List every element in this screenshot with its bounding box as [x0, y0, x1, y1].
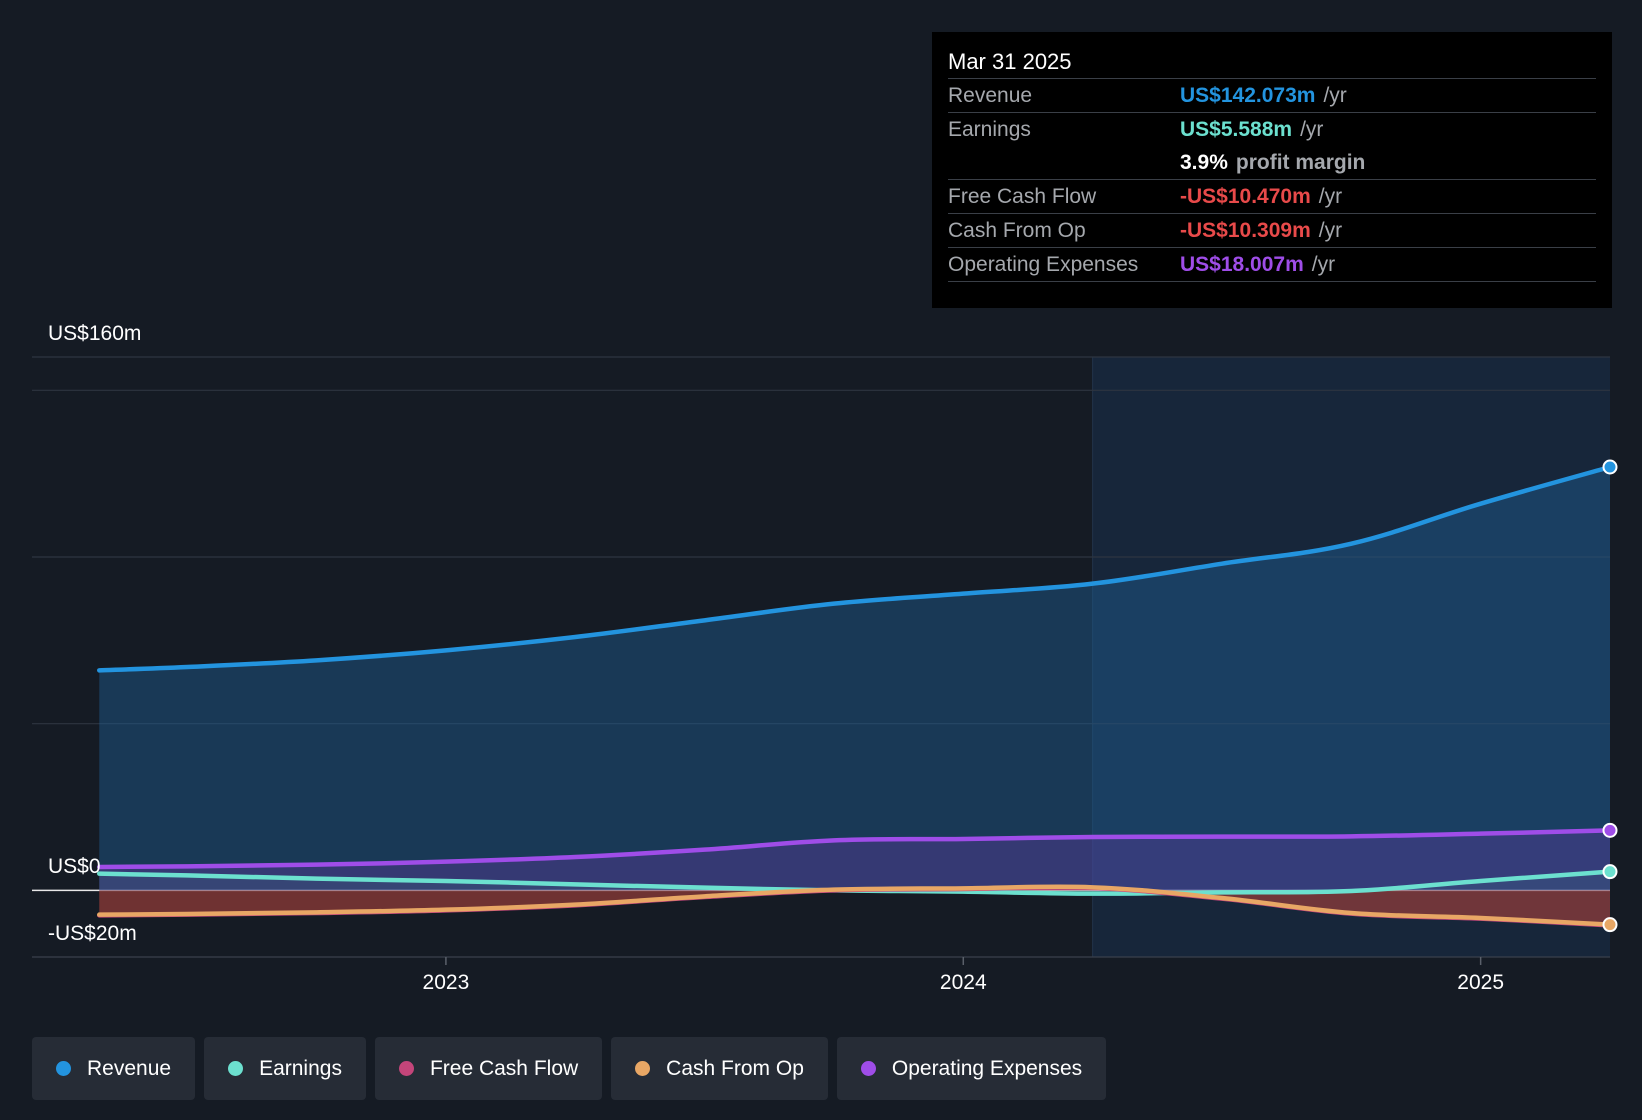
tooltip-panel: Mar 31 2025 Revenue US$142.073m /yr Earn…: [932, 32, 1612, 308]
tooltip-revenue-label: Revenue: [948, 84, 1033, 107]
opex-dot-icon: [860, 1061, 876, 1076]
revenue-end-dot: [1602, 459, 1618, 475]
y-label-zero: US$0: [48, 855, 101, 878]
opex-end-dot: [1602, 822, 1618, 838]
x-tick-label: 2024: [940, 971, 987, 994]
tooltip-row-margin: 3.9% profit margin: [948, 146, 1596, 180]
tooltip-margin-value: 3.9%: [1180, 151, 1228, 174]
cfo-dot-icon: [635, 1061, 651, 1076]
series-lines: [97, 464, 1613, 928]
tooltip-fcf-label: Free Cash Flow: [948, 185, 1097, 208]
legend-item-opex[interactable]: Operating Expenses: [836, 1037, 1107, 1100]
tooltip-row-fcf: Free Cash Flow -US$10.470m /yr: [948, 180, 1596, 214]
legend-earnings-label: Earnings: [259, 1056, 342, 1080]
revenue-area: [99, 467, 1610, 891]
tooltip-cfo-label: Cash From Op: [948, 219, 1086, 242]
legend-opex-label: Operating Expenses: [891, 1056, 1083, 1080]
tooltip-opex-unit: /yr: [1311, 253, 1336, 276]
legend-item-fcf[interactable]: Free Cash Flow: [374, 1037, 603, 1100]
y-label-top: US$160m: [48, 322, 141, 345]
revenue-line: [97, 464, 1613, 673]
legend: Revenue Earnings Free Cash Flow Cash Fro…: [32, 1037, 1107, 1100]
tooltip-row-cfo: Cash From Op -US$10.309m /yr: [948, 214, 1596, 248]
legend-item-cfo[interactable]: Cash From Op: [611, 1037, 828, 1100]
y-label-bottom: -US$20m: [48, 922, 137, 945]
tooltip-fcf-unit: /yr: [1318, 185, 1343, 208]
tooltip-margin-label: profit margin: [1235, 151, 1366, 174]
tooltip-earnings-label: Earnings: [948, 118, 1031, 141]
tooltip-cfo-value: -US$10.309m: [1180, 219, 1311, 242]
legend-revenue-label: Revenue: [87, 1056, 172, 1080]
legend-item-revenue[interactable]: Revenue: [32, 1037, 196, 1100]
opex-line: [97, 828, 1613, 870]
cfo-line: [97, 884, 1613, 927]
cfo-area: [99, 886, 1610, 925]
tooltip-margin-spacer: [948, 146, 1180, 179]
opex-area: [99, 830, 1610, 891]
tooltip-date: Mar 31 2025: [948, 46, 1596, 79]
tooltip-opex-value: US$18.007m: [1180, 253, 1304, 276]
x-tick-label: 2023: [423, 971, 470, 994]
legend-cfo-label: Cash From Op: [666, 1056, 804, 1080]
earnings-end-dot: [1602, 864, 1618, 880]
tooltip-row-earnings: Earnings US$5.588m /yr: [948, 113, 1596, 146]
revenue-dot-icon: [56, 1061, 71, 1076]
tooltip-row-revenue: Revenue US$142.073m /yr: [948, 79, 1596, 113]
highlight-band: [1092, 357, 1610, 957]
tooltip-cfo-unit: /yr: [1318, 219, 1343, 242]
legend-fcf-label: Free Cash Flow: [429, 1056, 579, 1080]
cfo-end-dot: [1602, 917, 1618, 933]
tooltip-row-opex: Operating Expenses US$18.007m /yr: [948, 248, 1596, 282]
earnings-dot-icon: [228, 1061, 244, 1076]
series-end-dots: [1602, 459, 1618, 933]
tooltip-earnings-value: US$5.588m: [1180, 118, 1293, 141]
legend-item-earnings[interactable]: Earnings: [204, 1037, 366, 1100]
tooltip-earnings-unit: /yr: [1300, 118, 1324, 141]
tooltip-revenue-value: US$142.073m: [1180, 84, 1316, 107]
x-axis-ticks: 2023 2024 2025: [423, 957, 1504, 994]
x-tick-label: 2025: [1457, 971, 1504, 994]
tooltip-fcf-value: -US$10.470m: [1180, 185, 1311, 208]
tooltip-opex-label: Operating Expenses: [948, 253, 1139, 276]
fcf-dot-icon: [398, 1061, 414, 1076]
earnings-area: [99, 871, 1610, 894]
tooltip-revenue-unit: /yr: [1323, 84, 1347, 107]
